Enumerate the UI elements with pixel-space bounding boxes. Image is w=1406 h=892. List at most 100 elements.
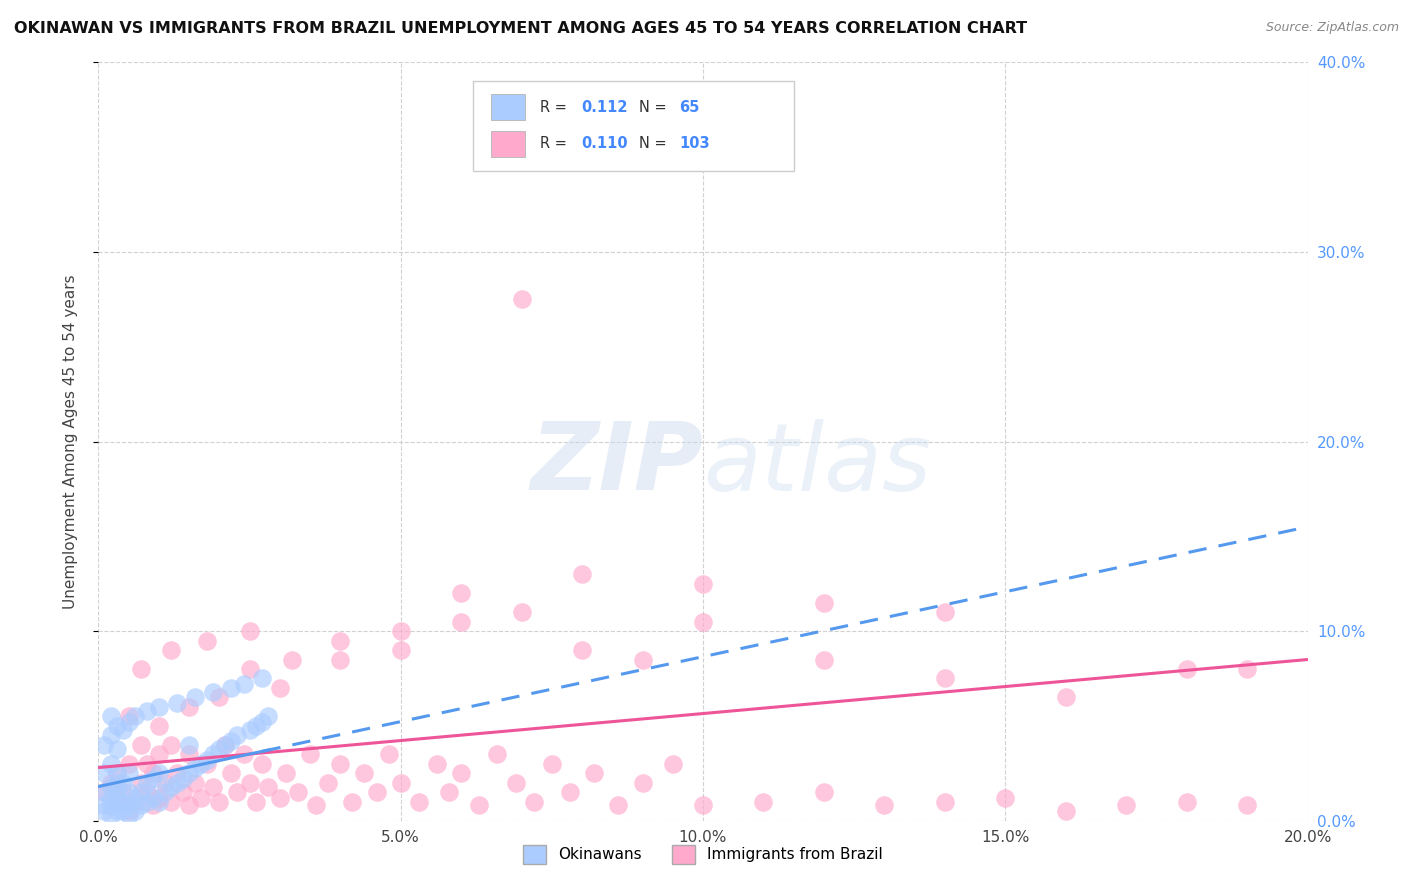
Point <box>245 795 267 809</box>
Point <box>100 808 122 822</box>
Point <box>226 785 249 799</box>
Point <box>124 804 146 818</box>
Point <box>105 741 128 756</box>
Point <box>329 756 352 771</box>
Point <box>195 756 218 771</box>
Point <box>523 795 546 809</box>
Point <box>105 795 128 809</box>
Text: OKINAWAN VS IMMIGRANTS FROM BRAZIL UNEMPLOYMENT AMONG AGES 45 TO 54 YEARS CORREL: OKINAWAN VS IMMIGRANTS FROM BRAZIL UNEMP… <box>14 21 1028 36</box>
Point <box>93 766 115 780</box>
Point <box>100 780 122 794</box>
Text: ZIP: ZIP <box>530 418 703 510</box>
Point <box>118 798 141 813</box>
Point <box>450 766 472 780</box>
Point <box>118 756 141 771</box>
Point <box>226 728 249 742</box>
Point <box>239 776 262 790</box>
Point <box>148 719 170 733</box>
Point <box>105 766 128 780</box>
Point <box>93 798 115 813</box>
Point <box>93 785 115 799</box>
Point <box>129 738 152 752</box>
Point <box>179 699 201 714</box>
Point <box>100 776 122 790</box>
Text: N =: N = <box>638 100 671 115</box>
Point <box>994 791 1017 805</box>
Point <box>408 795 430 809</box>
Point <box>111 776 134 790</box>
Point <box>111 804 134 818</box>
Point <box>124 791 146 805</box>
Point <box>135 704 157 718</box>
Point <box>148 747 170 762</box>
Point <box>250 756 273 771</box>
Point <box>631 776 654 790</box>
Point <box>172 772 194 786</box>
Point <box>813 652 835 666</box>
Y-axis label: Unemployment Among Ages 45 to 54 years: Unemployment Among Ages 45 to 54 years <box>63 274 77 609</box>
Point <box>232 747 254 762</box>
Point <box>148 766 170 780</box>
Point <box>118 804 141 818</box>
Point <box>934 795 956 809</box>
Point <box>558 785 581 799</box>
Point <box>172 785 194 799</box>
Point <box>118 715 141 730</box>
Point <box>510 605 533 619</box>
Text: 0.112: 0.112 <box>581 100 627 115</box>
Point <box>184 776 207 790</box>
Point <box>148 699 170 714</box>
Point <box>100 791 122 805</box>
Point <box>510 293 533 307</box>
Point <box>437 785 460 799</box>
Point <box>221 766 243 780</box>
Point <box>129 785 152 799</box>
Point <box>389 643 412 657</box>
Point <box>202 780 225 794</box>
Point <box>1054 804 1077 818</box>
Legend: Okinawans, Immigrants from Brazil: Okinawans, Immigrants from Brazil <box>517 839 889 870</box>
Point <box>250 715 273 730</box>
Point <box>111 723 134 737</box>
Point <box>195 633 218 648</box>
Point <box>316 776 339 790</box>
Point <box>571 643 593 657</box>
FancyBboxPatch shape <box>474 81 793 171</box>
Point <box>124 795 146 809</box>
Point <box>299 747 322 762</box>
Point <box>1054 690 1077 705</box>
Point <box>505 776 527 790</box>
Point <box>752 795 775 809</box>
Point <box>105 804 128 818</box>
Point <box>179 798 201 813</box>
Point <box>179 738 201 752</box>
Point <box>934 605 956 619</box>
Text: R =: R = <box>540 136 571 152</box>
Point <box>190 756 212 771</box>
Point <box>1236 662 1258 676</box>
Point <box>166 766 188 780</box>
Point <box>934 672 956 686</box>
Point <box>160 780 183 794</box>
Point <box>239 662 262 676</box>
Point <box>105 719 128 733</box>
Point <box>813 596 835 610</box>
Point <box>111 785 134 799</box>
Point <box>160 738 183 752</box>
Point <box>100 709 122 723</box>
Point <box>1236 798 1258 813</box>
Point <box>105 766 128 780</box>
Point <box>353 766 375 780</box>
Bar <box>492 94 526 120</box>
Point <box>239 624 262 639</box>
Point <box>214 738 236 752</box>
Point <box>142 772 165 786</box>
Point <box>105 785 128 799</box>
Point <box>202 747 225 762</box>
Point <box>329 652 352 666</box>
Point <box>269 791 291 805</box>
Point <box>450 615 472 629</box>
Text: R =: R = <box>540 100 571 115</box>
Point <box>256 780 278 794</box>
Point <box>813 785 835 799</box>
